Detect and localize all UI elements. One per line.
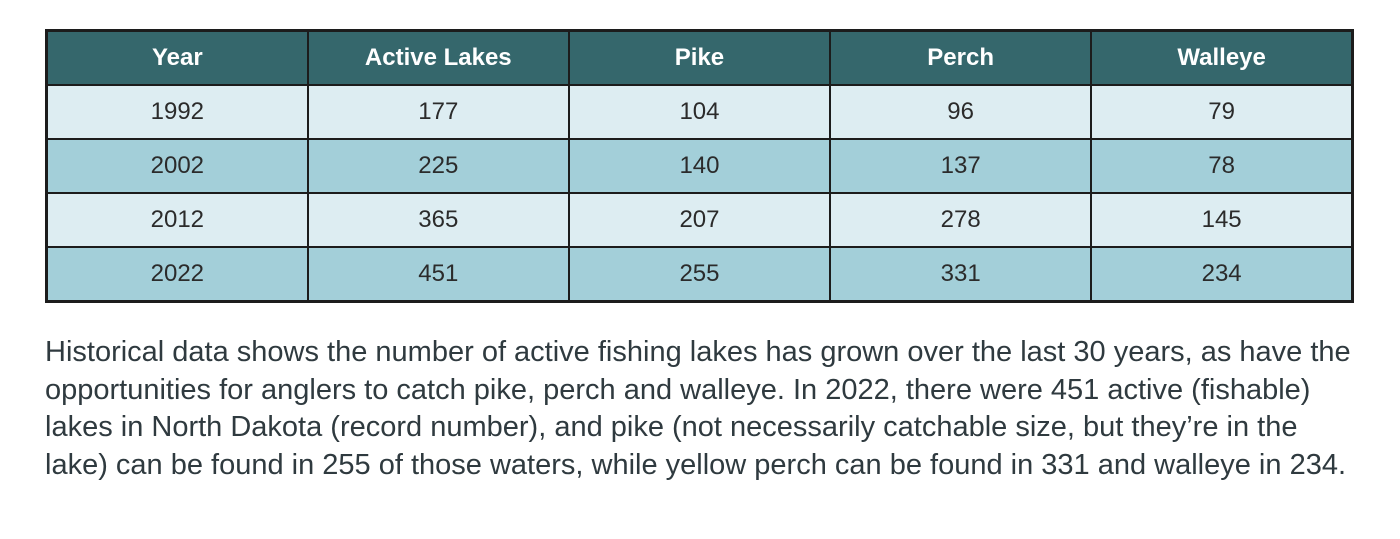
- cell-active-lakes: 451: [306, 246, 570, 303]
- lake-species-table: Year Active Lakes Pike Perch Walleye 199…: [45, 29, 1354, 303]
- header-perch: Perch: [829, 29, 1093, 86]
- cell-perch: 137: [829, 138, 1093, 194]
- header-pike: Pike: [567, 29, 832, 86]
- table-row: 1992 177 104 96 79: [45, 84, 1354, 140]
- header-year: Year: [45, 29, 309, 86]
- header-walleye: Walleye: [1090, 29, 1354, 86]
- cell-active-lakes: 225: [306, 138, 570, 194]
- table-row: 2002 225 140 137 78: [45, 138, 1354, 194]
- table-header-row: Year Active Lakes Pike Perch Walleye: [45, 29, 1354, 86]
- cell-year: 1992: [45, 84, 309, 140]
- cell-walleye: 145: [1090, 192, 1354, 248]
- cell-year: 2012: [45, 192, 309, 248]
- cell-active-lakes: 365: [306, 192, 570, 248]
- cell-walleye: 234: [1090, 246, 1354, 303]
- cell-walleye: 79: [1090, 84, 1354, 140]
- cell-pike: 140: [567, 138, 832, 194]
- header-active-lakes: Active Lakes: [306, 29, 570, 86]
- cell-perch: 96: [829, 84, 1093, 140]
- caption-paragraph: Historical data shows the number of acti…: [45, 336, 1351, 481]
- cell-active-lakes: 177: [306, 84, 570, 140]
- cell-pike: 207: [567, 192, 832, 248]
- cell-year: 2022: [45, 246, 309, 303]
- cell-pike: 104: [567, 84, 832, 140]
- cell-walleye: 78: [1090, 138, 1354, 194]
- table-row: 2012 365 207 278 145: [45, 192, 1354, 248]
- cell-perch: 331: [829, 246, 1093, 303]
- table-row: 2022 451 255 331 234: [45, 246, 1354, 303]
- cell-pike: 255: [567, 246, 832, 303]
- cell-year: 2002: [45, 138, 309, 194]
- cell-perch: 278: [829, 192, 1093, 248]
